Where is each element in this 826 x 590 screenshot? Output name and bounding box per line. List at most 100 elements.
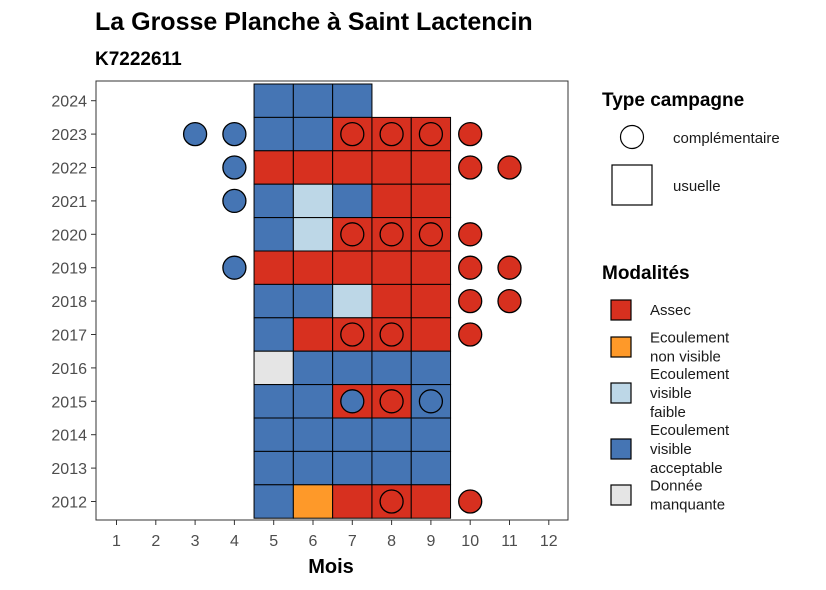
tile-2012-5 [253, 484, 294, 519]
x-tick-label-2: 2 [151, 533, 160, 550]
tile-2013-7 [332, 450, 373, 486]
tile-2022-7 [332, 150, 373, 185]
tile-2019-7 [332, 250, 373, 285]
point-2019-4 [222, 255, 247, 280]
legend-type-campagne: Type campagne complémentaire usuelle [602, 90, 780, 206]
tile-2019-6 [292, 250, 334, 285]
point-2023-8 [379, 121, 404, 147]
point-2023-3 [182, 121, 208, 147]
y-tick-label-2024: 2024 [51, 94, 87, 111]
x-axis-title: Mois [308, 556, 354, 578]
tile-2016-6 [292, 350, 334, 386]
tile-2017-9 [410, 317, 452, 352]
legend-label-ecoulement-visible-faible-0: Ecoulement [650, 366, 730, 383]
legend-square-symbol [611, 164, 653, 206]
legend-label-ecoulement-visible-faible-1: visible [650, 385, 692, 402]
legend-label-donn-e-manquante-0: Donnée [650, 478, 703, 495]
point-2020-8 [379, 222, 404, 247]
y-tick-label-2016: 2016 [51, 361, 87, 378]
x-tick-label-4: 4 [230, 533, 239, 550]
tile-2021-5 [253, 183, 294, 219]
tile-2016-9 [410, 350, 452, 386]
point-2023-7 [340, 121, 365, 147]
point-2012-10 [458, 489, 483, 514]
legend-label-ecoulement-visible-faible-2: faible [650, 404, 686, 421]
tile-2023-5 [253, 116, 294, 152]
point-layer [182, 121, 522, 514]
point-2023-4 [222, 121, 247, 147]
tile-2017-5 [253, 317, 294, 352]
tile-2022-6 [292, 150, 334, 185]
tile-2017-6 [292, 317, 334, 352]
tile-2014-7 [332, 417, 373, 452]
tile-2022-8 [371, 150, 412, 185]
tile-2024-5 [253, 83, 294, 118]
tile-2016-7 [332, 350, 373, 386]
x-tick-label-3: 3 [191, 533, 200, 550]
tile-layer [253, 83, 452, 519]
tile-2014-5 [253, 417, 294, 452]
x-tick-label-10: 10 [461, 533, 479, 550]
x-tick-label-1: 1 [112, 533, 121, 550]
tile-2019-5 [253, 250, 294, 285]
tile-2014-9 [410, 417, 452, 452]
y-tick-label-2014: 2014 [51, 428, 87, 445]
point-2022-10 [458, 155, 483, 180]
y-tick-label-2020: 2020 [51, 227, 87, 244]
tile-2012-6 [292, 484, 334, 519]
y-tick-label-2013: 2013 [51, 461, 87, 478]
tile-2020-6 [292, 217, 334, 252]
point-2020-9 [418, 222, 444, 247]
tile-2018-6 [292, 283, 334, 319]
y-tick-label-2023: 2023 [51, 127, 87, 144]
y-tick-label-2018: 2018 [51, 294, 87, 311]
point-2015-9 [418, 389, 444, 414]
tile-2024-7 [332, 83, 373, 118]
tile-2013-6 [292, 450, 334, 486]
tile-2013-5 [253, 450, 294, 486]
point-2023-9 [418, 121, 444, 147]
tile-2015-6 [292, 384, 334, 419]
point-2023-10 [458, 121, 483, 147]
legend-label-donn-e-manquante-1: manquante [650, 497, 725, 514]
tile-2023-6 [292, 116, 334, 152]
x-tick-label-12: 12 [540, 533, 558, 550]
legend-modalites-title: Modalités [602, 263, 690, 284]
point-2015-8 [379, 389, 404, 414]
legend-key-ecoulement-visible-acceptable [610, 438, 632, 460]
legend-label-ecoulement-visible-acceptable-1: visible [650, 441, 692, 458]
tile-2012-9 [410, 484, 452, 519]
legend-type-title: Type campagne [602, 90, 744, 111]
tile-2021-8 [371, 183, 412, 219]
tile-2018-7 [332, 283, 373, 319]
point-2020-7 [340, 222, 365, 247]
legend-circle-symbol [619, 124, 645, 150]
point-2018-10 [458, 288, 483, 314]
point-2019-10 [458, 255, 483, 280]
x-tick-label-11: 11 [501, 533, 518, 550]
x-axis: 1 2 3 4 5 6 7 8 9 10 11 12 [112, 520, 558, 550]
y-tick-label-2022: 2022 [51, 161, 87, 178]
x-tick-label-8: 8 [387, 533, 396, 550]
x-tick-label-9: 9 [426, 533, 435, 550]
x-tick-label-6: 6 [309, 533, 318, 550]
point-2022-4 [222, 155, 247, 180]
y-tick-label-2019: 2019 [51, 261, 87, 278]
tile-2013-9 [410, 450, 452, 486]
legend-label-ecoulement-non-visible-1: non visible [650, 349, 721, 366]
legend-type-label-usuelle: usuelle [673, 178, 721, 195]
point-2018-11 [497, 288, 522, 314]
y-tick-label-2015: 2015 [51, 394, 87, 411]
legend-key-donn-e-manquante [610, 484, 632, 506]
tile-2014-6 [292, 417, 334, 452]
point-2017-10 [458, 322, 483, 347]
tile-2015-5 [253, 384, 294, 419]
tile-2024-6 [292, 83, 334, 118]
tile-2016-5 [253, 350, 294, 386]
legend-label-ecoulement-visible-acceptable-2: acceptable [650, 460, 723, 477]
point-2022-11 [497, 155, 522, 180]
point-2015-7 [340, 389, 365, 414]
chart-subtitle: K7222611 [95, 49, 182, 70]
